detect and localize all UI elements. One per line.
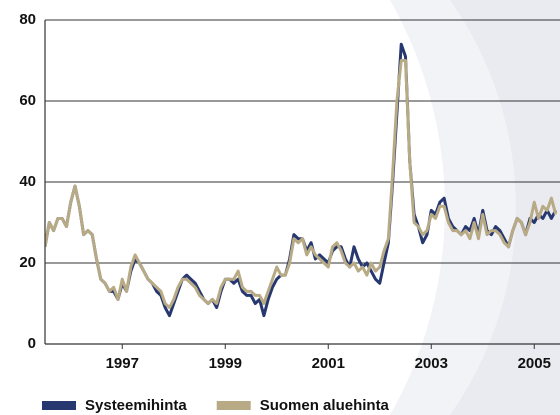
y-tick-label: 80 bbox=[19, 11, 36, 28]
x-tick-label: 2003 bbox=[415, 355, 448, 372]
series-line bbox=[45, 59, 558, 310]
axes: 0 20 40 60 80 1997 1999 2001 2003 2005 bbox=[19, 11, 560, 372]
legend-label: Suomen aluehinta bbox=[260, 397, 390, 414]
legend-label: Systeemihinta bbox=[85, 397, 187, 414]
x-tick-label: 1997 bbox=[106, 355, 139, 372]
y-tick-label: 20 bbox=[19, 254, 36, 271]
y-tick-label: 40 bbox=[19, 173, 36, 190]
y-tick-label: 0 bbox=[28, 335, 36, 352]
y-tick-label: 60 bbox=[19, 92, 36, 109]
x-tick-label: 2001 bbox=[312, 355, 345, 372]
legend: Systeemihinta Suomen aluehinta bbox=[42, 397, 390, 414]
legend-swatch bbox=[216, 401, 251, 410]
background-decoration bbox=[450, 0, 560, 415]
x-tick-label: 2005 bbox=[518, 355, 551, 372]
legend-swatch bbox=[42, 401, 76, 410]
plot-area bbox=[45, 42, 558, 318]
x-tick-label: 1999 bbox=[209, 355, 242, 372]
